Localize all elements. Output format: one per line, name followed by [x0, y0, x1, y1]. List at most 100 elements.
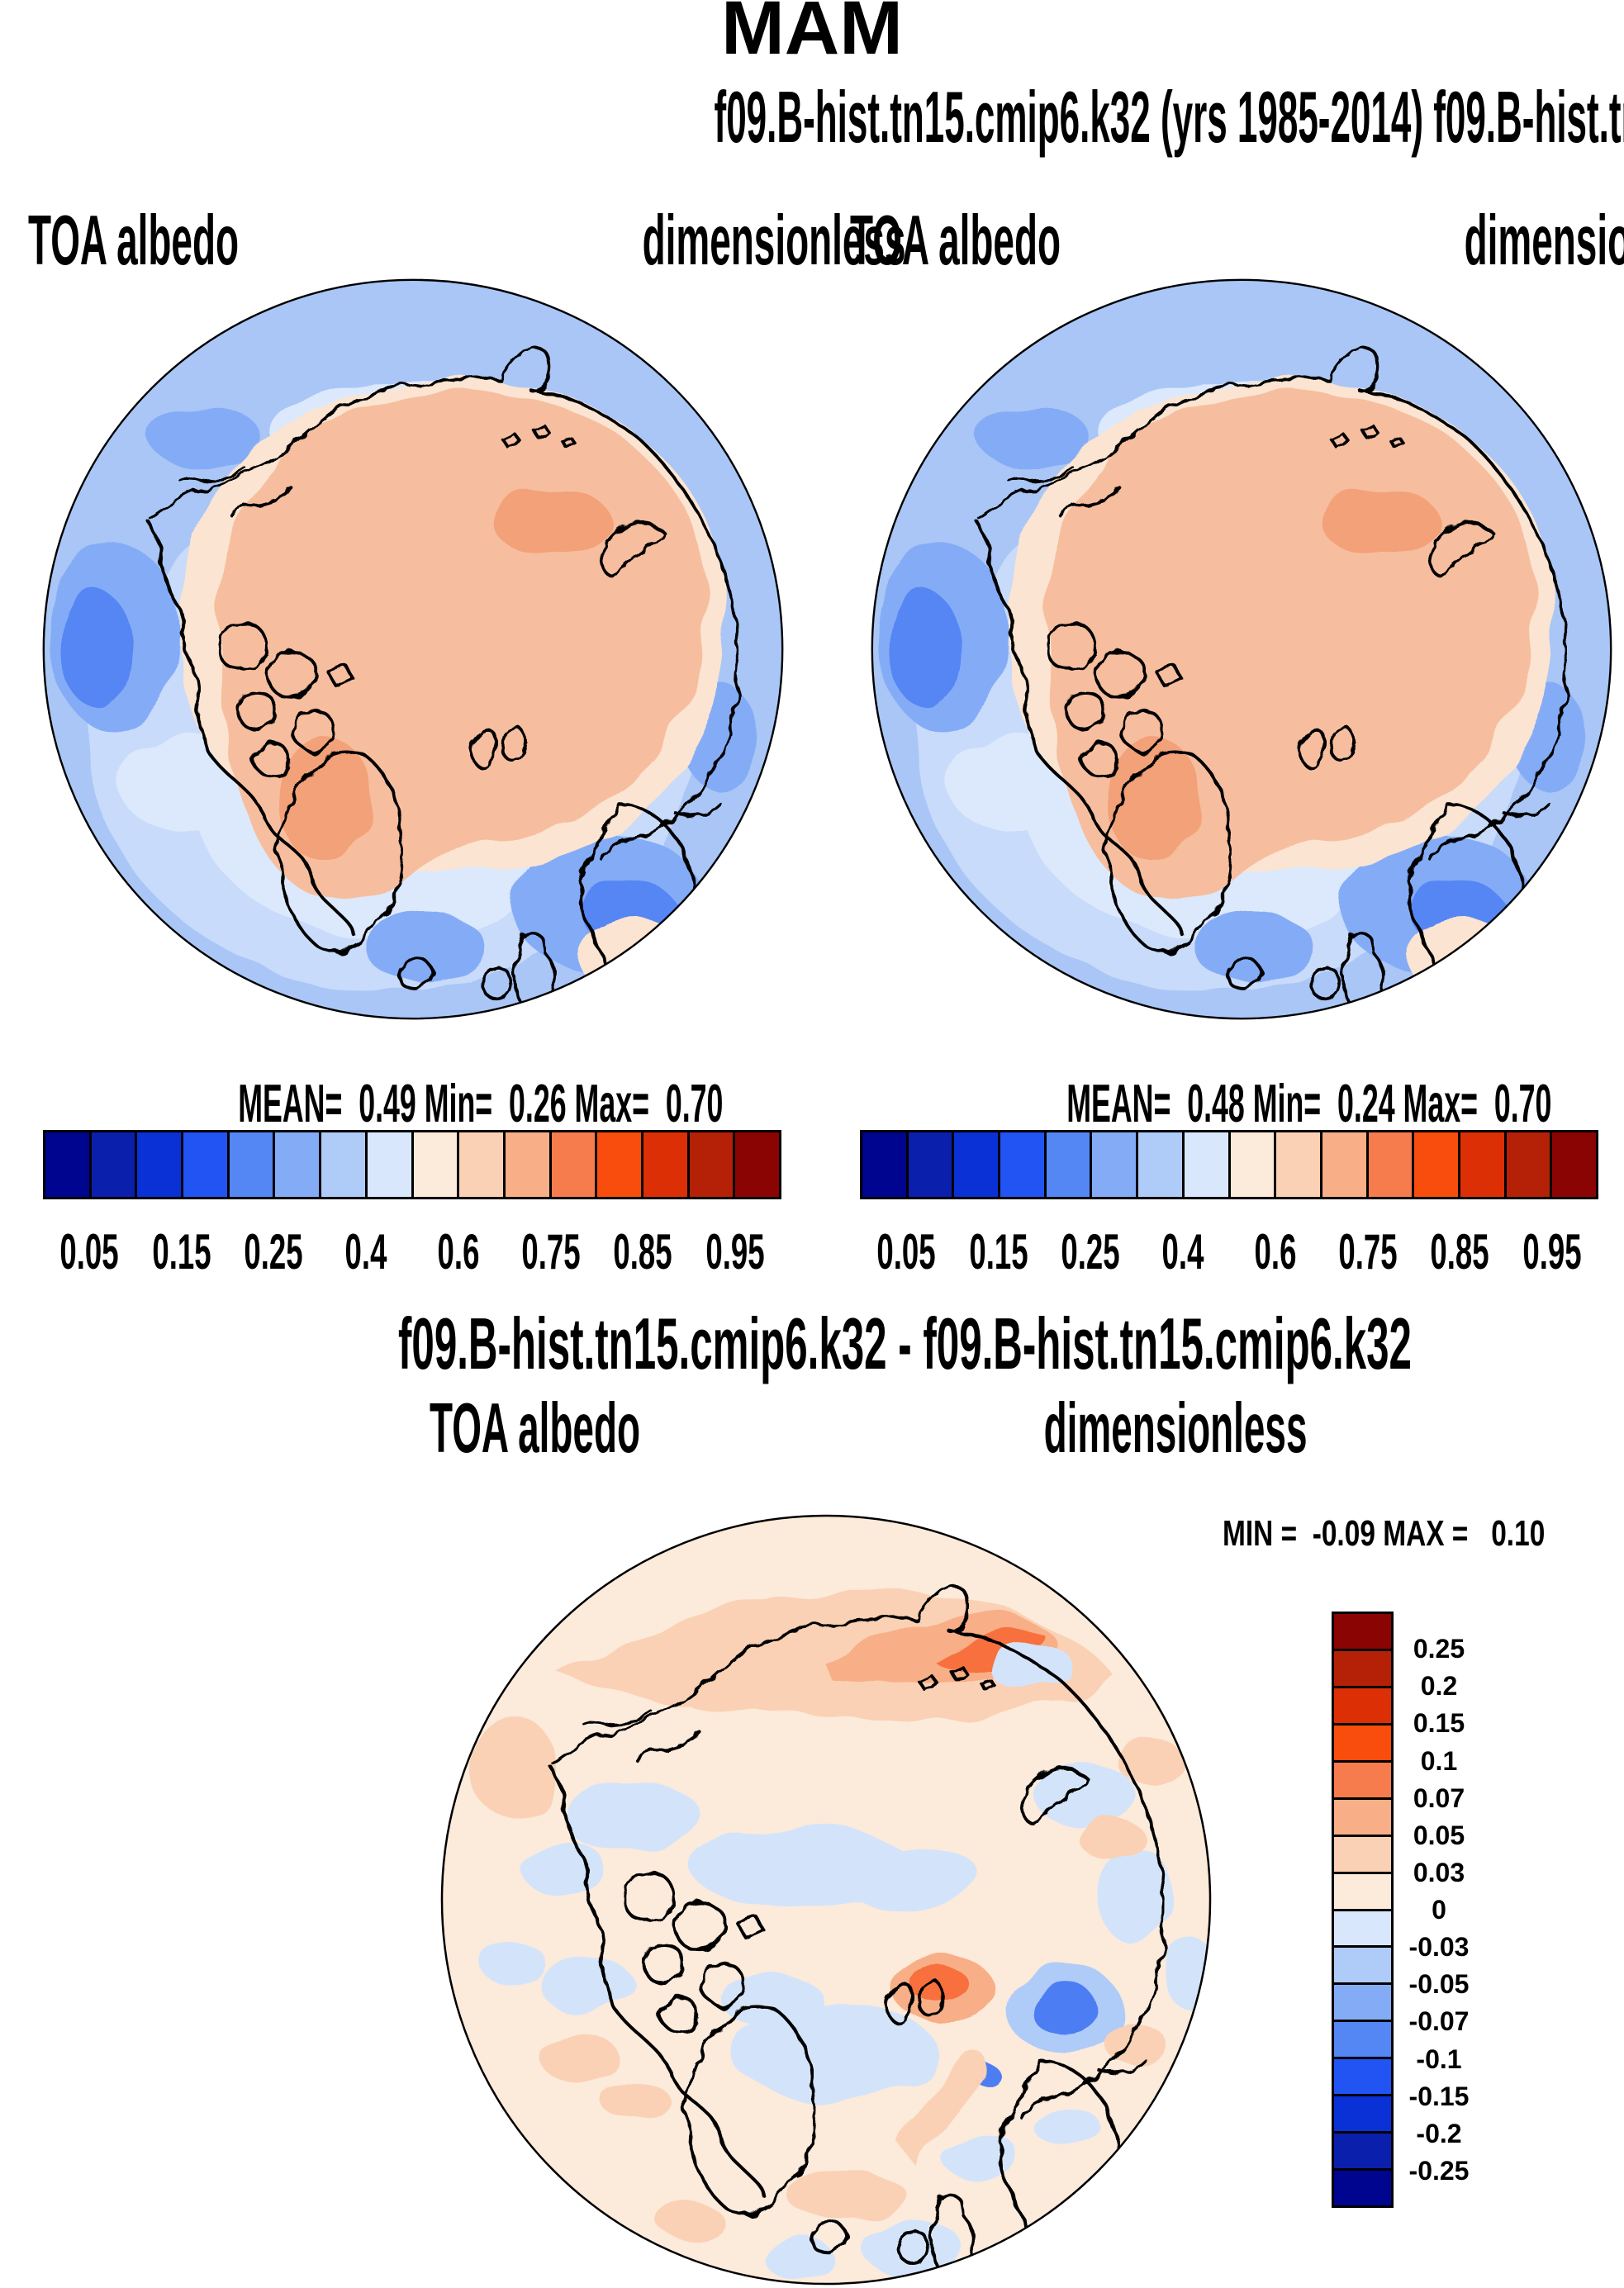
colorbar-tick-label: -0.25: [1394, 2157, 1484, 2184]
case-subtitle: f09.B-hist.tn15.cmip6.k32 (yrs 1985-2014…: [0, 81, 1624, 154]
colorbar-tick-text: 0.4: [1161, 1224, 1204, 1279]
colorbar-tick-text: 0.05: [876, 1224, 936, 1279]
colorbar-swatch: [1046, 1132, 1090, 1197]
colorbar-swatch: [1552, 1132, 1596, 1197]
colorbar-tick-text: 0.2: [1420, 1671, 1458, 1702]
colorbar-tick-text: 0.95: [705, 1224, 765, 1279]
colorbar-swatch: [689, 1132, 734, 1197]
panel1-units-label: dimensionless: [642, 202, 906, 280]
albedo-map-case1: [40, 276, 786, 1023]
colorbar-tick-text: 0.25: [1413, 1634, 1465, 1664]
panel2-header: TOA albedo dimensionless: [850, 202, 1624, 280]
colorbar-swatch: [1334, 2022, 1391, 2058]
season-title-text: MAM: [721, 0, 903, 70]
colorbar-swatch: [1184, 1132, 1228, 1197]
colorbar-tick-label: -0.07: [1394, 2008, 1484, 2034]
colorbar-tick-label: 0.05: [857, 1227, 954, 1277]
colorbar-swatch: [908, 1132, 952, 1197]
colorbar-swatch: [1334, 2171, 1391, 2205]
colorbar-tick-label: 0.95: [1504, 1227, 1601, 1277]
colorbar-tick-label: 0.15: [950, 1227, 1047, 1277]
colorbar-tick-text: 0: [1432, 1895, 1446, 1925]
colorbar-swatch: [1414, 1132, 1458, 1197]
colorbar-swatch: [1334, 1873, 1391, 1909]
colorbar-tick-text: 0.15: [152, 1224, 211, 1279]
colorbar-swatch: [1368, 1132, 1413, 1197]
colorbar-swatch: [1334, 2134, 1391, 2169]
colorbar-swatch: [91, 1132, 135, 1197]
colorbar-tick-label: 0.95: [687, 1227, 784, 1277]
colorbar-tick-text: 0.85: [613, 1224, 672, 1279]
colorbar-tick-label: 0.07: [1394, 1785, 1484, 1811]
colorbar-swatch: [505, 1132, 549, 1197]
colorbar-swatch: [1334, 1688, 1391, 1723]
diff-minmax-text: MIN = -0.09 MAX = 0.10: [1223, 1513, 1546, 1554]
panel1-variable-label: TOA albedo: [28, 202, 240, 280]
colorbar-tick-label: 0.03: [1394, 1859, 1484, 1886]
case-subtitle-text: f09.B-hist.tn15.cmip6.k32 (yrs 1985-2014…: [714, 76, 1624, 158]
colorbar-tick-text: 0.4: [344, 1224, 387, 1279]
colorbar-swatch: [597, 1132, 641, 1197]
colorbar-swatch: [1138, 1132, 1182, 1197]
diff-title: f09.B-hist.tn15.cmip6.k32 - f09.B-hist.t…: [0, 1308, 1624, 1380]
colorbar-tick-text: -0.2: [1416, 2118, 1462, 2148]
colorbar-tick-label: 0.25: [1394, 1635, 1484, 1662]
panel2-stats: MEAN= 0.48 Min= 0.24 Max= 0.70: [868, 1076, 1615, 1130]
colorbar-tick-text: 0.25: [1061, 1224, 1120, 1279]
colorbar-swatch: [1322, 1132, 1366, 1197]
panel1-header: TOA albedo dimensionless: [28, 202, 906, 280]
colorbar-swatch: [1334, 2059, 1391, 2095]
colorbar-swatch: [1334, 2096, 1391, 2132]
colorbar-tick-text: 0.75: [521, 1224, 581, 1279]
colorbar-tick-label: 0.85: [1412, 1227, 1508, 1277]
diff-colorbar-ticks: 0.25 0.2 0.15 0.1 0.07 0.05 0.03 0 -0.03 -0.05 -0.…: [1394, 1612, 1484, 2208]
panel1-colorbar-ticks: 0.05 0.15 0.25 0.4 0.6 0.75 0.85 0.95: [43, 1227, 781, 1277]
colorbar-swatch: [229, 1132, 273, 1197]
colorbar-tick-label: 0.05: [1394, 1822, 1484, 1849]
colorbar-tick-text: -0.15: [1408, 2081, 1470, 2111]
colorbar-swatch: [321, 1132, 365, 1197]
colorbar-tick-label: 0.4: [1148, 1227, 1217, 1277]
colorbar-swatch: [367, 1132, 411, 1197]
colorbar-tick-label: 0.15: [133, 1227, 230, 1277]
colorbar-tick-text: -0.07: [1408, 2006, 1470, 2037]
colorbar-tick-label: -0.03: [1394, 1934, 1484, 1960]
colorbar-swatch: [45, 1132, 89, 1197]
colorbar-tick-text: 0.6: [437, 1224, 480, 1279]
colorbar-swatch: [1230, 1132, 1275, 1197]
colorbar-swatch: [1092, 1132, 1137, 1197]
colorbar-swatch: [275, 1132, 320, 1197]
colorbar-tick-label: 0.4: [331, 1227, 400, 1277]
colorbar-tick-text: -0.05: [1408, 1969, 1470, 2000]
colorbar-tick-label: 0.75: [1319, 1227, 1416, 1277]
colorbar-tick-label: 0.1: [1394, 1748, 1484, 1774]
panel2-colorbar-ticks: 0.05 0.15 0.25 0.4 0.6 0.75 0.85 0.95: [860, 1227, 1598, 1277]
colorbar-tick-label: 0.25: [226, 1227, 322, 1277]
colorbar-tick-text: 0.1: [1420, 1745, 1458, 1776]
panel2-variable-label: TOA albedo: [850, 202, 1061, 280]
colorbar-tick-text: 0.95: [1522, 1224, 1582, 1279]
colorbar-tick-label: 0.75: [502, 1227, 599, 1277]
colorbar-tick-label: 0.25: [1042, 1227, 1139, 1277]
colorbar-tick-label: -0.15: [1394, 2083, 1484, 2110]
colorbar-tick-label: -0.05: [1394, 1971, 1484, 1997]
colorbar-swatch: [1334, 1836, 1391, 1872]
panel1-colorbar: [43, 1130, 781, 1199]
colorbar-tick-label: 0.6: [1241, 1227, 1309, 1277]
colorbar-tick-text: -0.25: [1408, 2155, 1470, 2186]
panel2-colorbar: [860, 1130, 1598, 1199]
colorbar-tick-label: 0.85: [595, 1227, 691, 1277]
colorbar-tick-text: 0.15: [969, 1224, 1028, 1279]
colorbar-swatch: [643, 1132, 687, 1197]
colorbar-swatch: [1334, 1911, 1391, 1946]
colorbar-swatch: [1334, 1985, 1391, 2020]
colorbar-swatch: [954, 1132, 999, 1197]
colorbar-tick-text: -0.03: [1408, 1932, 1470, 1963]
colorbar-swatch: [551, 1132, 596, 1197]
colorbar-swatch: [862, 1132, 906, 1197]
colorbar-tick-text: 0.6: [1254, 1224, 1297, 1279]
colorbar-tick-label: 0.05: [40, 1227, 137, 1277]
diff-minmax: MIN = -0.09 MAX = 0.10: [1223, 1516, 1624, 1552]
colorbar-tick-label: 0.15: [1394, 1710, 1484, 1736]
colorbar-tick-text: 0.05: [1413, 1820, 1465, 1850]
